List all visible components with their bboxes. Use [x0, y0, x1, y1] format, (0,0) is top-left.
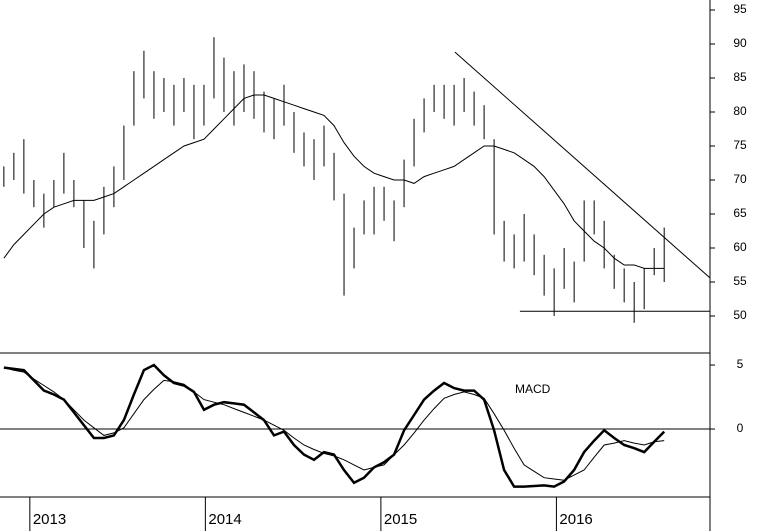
y-tick-label: 70: [733, 172, 747, 186]
y-tick-label: 85: [733, 70, 747, 84]
macd-line: [3, 363, 666, 488]
y-tick-label: 65: [733, 206, 747, 220]
y-tick-label: 90: [733, 36, 747, 50]
y2-tick-label: 0: [737, 421, 744, 435]
x-tick-label: 2013: [33, 511, 66, 528]
x-tick-label: 2014: [208, 511, 241, 528]
x-tick-label: 2015: [384, 511, 417, 528]
trendline: [454, 51, 711, 279]
y-tick-label: 50: [733, 308, 747, 322]
y-tick-label: 60: [733, 240, 747, 254]
x-tick-label: 2016: [559, 511, 592, 528]
y-tick-label: 95: [733, 2, 747, 16]
y2-tick-label: 5: [737, 357, 744, 371]
y-tick-label: 55: [733, 274, 747, 288]
macd-label: MACD: [515, 382, 551, 396]
moving-average: [3, 94, 665, 269]
y-tick-label: 80: [733, 104, 747, 118]
y-tick-label: 75: [733, 138, 747, 152]
